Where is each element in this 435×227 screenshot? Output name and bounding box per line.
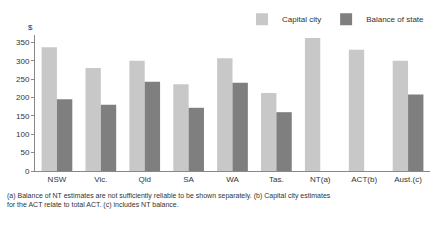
svg-text:Aust.(c): Aust.(c) — [394, 175, 422, 184]
svg-text:$: $ — [28, 23, 33, 32]
svg-text:150: 150 — [16, 112, 30, 121]
svg-text:Balance of state: Balance of state — [366, 15, 424, 24]
svg-text:350: 350 — [16, 38, 30, 47]
svg-text:(a) Balance of NT estimates ar: (a) Balance of NT estimates are not suff… — [7, 192, 331, 209]
svg-text:NT(a): NT(a) — [310, 175, 331, 184]
svg-text:NSW: NSW — [48, 175, 67, 184]
svg-text:SA: SA — [183, 175, 194, 184]
svg-text:50: 50 — [20, 148, 29, 157]
svg-text:Vic.: Vic. — [94, 175, 107, 184]
svg-text:ACT(b): ACT(b) — [351, 175, 377, 184]
svg-text:Tas.: Tas. — [269, 175, 284, 184]
svg-text:WA: WA — [226, 175, 239, 184]
svg-text:300: 300 — [16, 57, 30, 66]
svg-text:250: 250 — [16, 75, 30, 84]
svg-text:Capital city: Capital city — [282, 15, 321, 24]
svg-text:0: 0 — [25, 167, 30, 176]
svg-text:Qld: Qld — [138, 175, 150, 184]
svg-text:200: 200 — [16, 93, 30, 102]
svg-text:100: 100 — [16, 130, 30, 139]
